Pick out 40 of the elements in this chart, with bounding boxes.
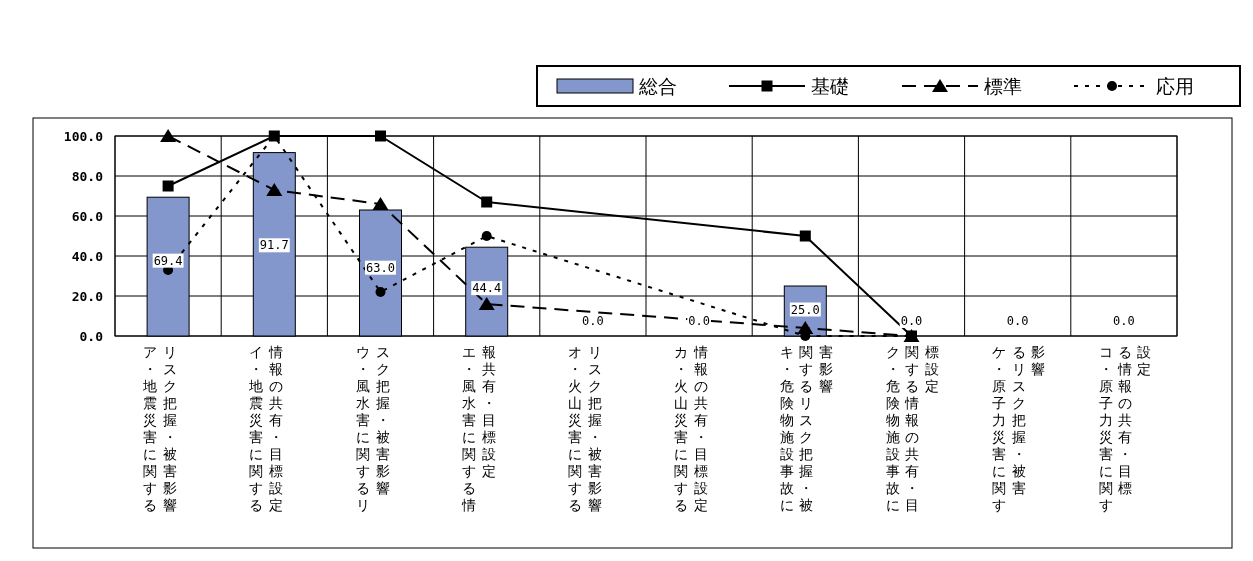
data-label: 0.0	[688, 314, 710, 328]
y-tick-label: 60.0	[71, 209, 104, 224]
legend-label: 標準	[984, 75, 1022, 97]
category-label: オ・火山災害に関するリスク把握・被害影響	[567, 344, 602, 513]
point	[162, 180, 174, 192]
point	[375, 130, 386, 142]
data-label: 25.0	[790, 302, 820, 317]
point	[266, 183, 283, 196]
point	[799, 230, 811, 242]
category-label: イ・地震災害に関する情報の共有・目標設定	[249, 344, 284, 513]
data-label: 0.0	[900, 314, 923, 328]
category-label: ア・地震災害に関するリスク把握・被害影響	[143, 344, 178, 513]
category-label: カ・火山災害に関する情報の共有・目標設定	[674, 344, 709, 513]
point	[478, 297, 495, 310]
point	[375, 287, 386, 297]
data-label: 0.0	[1113, 314, 1135, 328]
legend-label: 総合	[638, 75, 677, 97]
category-label: コ・原子力災害に関する情報の共有・目標設定	[1098, 344, 1152, 513]
legend-label: 基礎	[811, 75, 849, 97]
data-label: 69.4	[153, 253, 183, 268]
y-tick-label: 20.0	[71, 289, 104, 304]
y-tick-label: 40.0	[71, 249, 104, 264]
data-label: 0.0	[582, 314, 604, 328]
point	[481, 196, 493, 208]
category-label: キ・危険物施設事故に関するリスク把握・被害影響	[779, 344, 833, 513]
category-label: ク・危険物施設事故に関する情報の共有・目標設定	[886, 344, 939, 513]
y-tick-label: 100.0	[63, 129, 104, 144]
data-label: 63.0	[366, 260, 395, 275]
y-tick-label: 80.0	[71, 169, 104, 184]
legend-label: 応用	[1156, 75, 1194, 97]
data-label: 91.7	[259, 238, 289, 253]
point	[372, 197, 389, 210]
data-label: 0.0	[1006, 314, 1029, 328]
data-label: 44.4	[472, 281, 502, 296]
y-tick-label: 0.0	[79, 329, 104, 344]
point	[160, 129, 177, 142]
point	[481, 231, 492, 241]
category-label: エ・風水害に関する情報共有・目標設定	[461, 344, 496, 513]
category-label: ウ・風水害に関するリスク把握・被害影響	[355, 344, 390, 513]
category-label: ケ・原子力災害に関するリスク把握・被害影響	[992, 344, 1045, 513]
